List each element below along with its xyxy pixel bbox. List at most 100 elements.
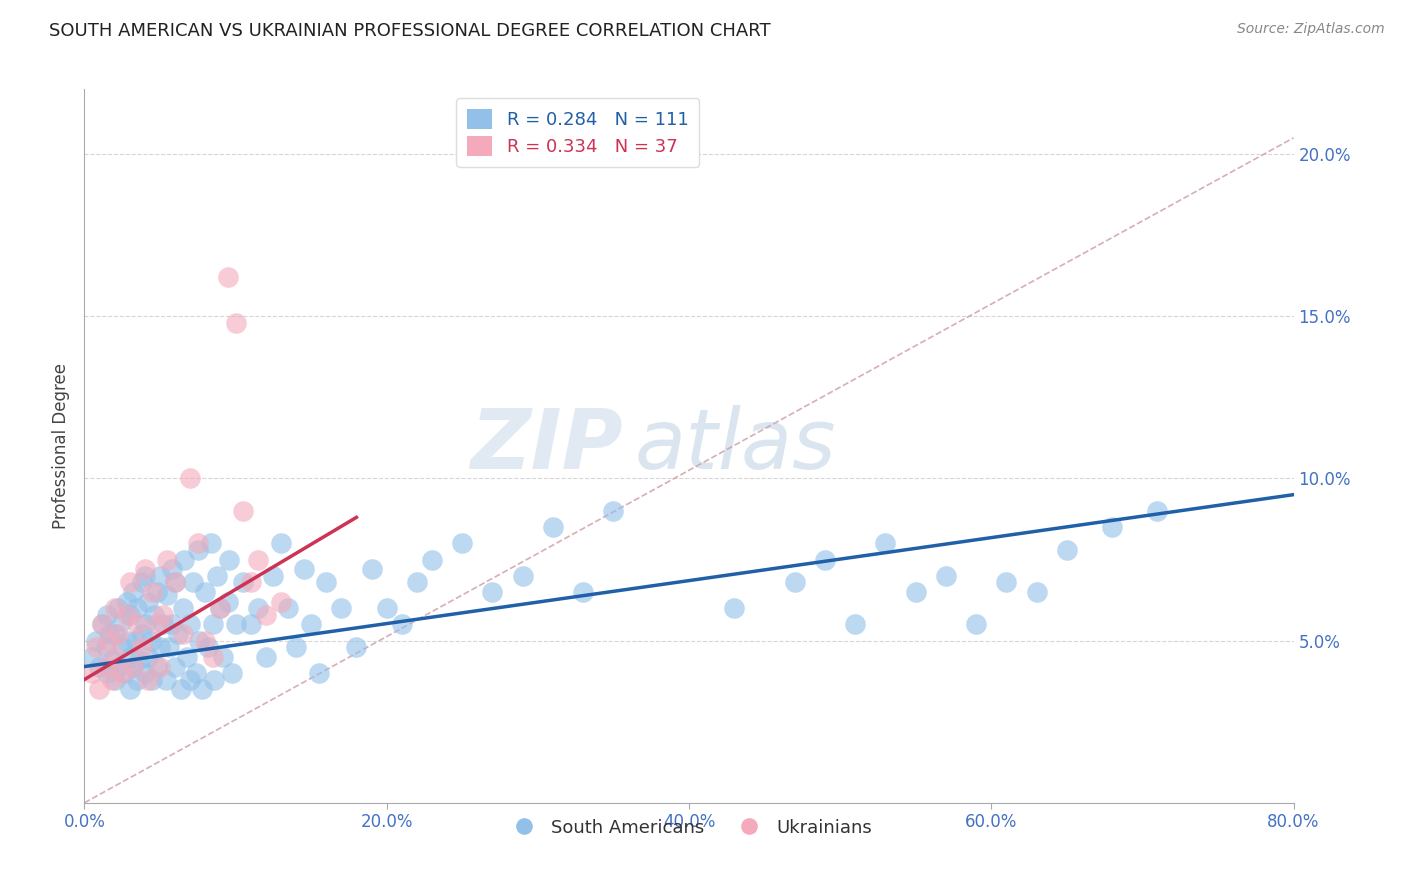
Point bbox=[91, 617, 114, 632]
Point bbox=[96, 607, 118, 622]
Point bbox=[136, 595, 159, 609]
Point bbox=[209, 601, 232, 615]
Point bbox=[218, 552, 240, 566]
Point bbox=[121, 659, 143, 673]
Point bbox=[160, 617, 183, 632]
Point bbox=[512, 568, 534, 582]
Point bbox=[904, 585, 927, 599]
Point bbox=[232, 504, 254, 518]
Point bbox=[156, 588, 179, 602]
Point bbox=[104, 673, 127, 687]
Point bbox=[239, 575, 262, 590]
Point bbox=[94, 640, 117, 654]
Point bbox=[201, 617, 224, 632]
Point bbox=[118, 649, 141, 664]
Point bbox=[111, 640, 134, 654]
Point bbox=[131, 575, 153, 590]
Point bbox=[875, 536, 897, 550]
Point bbox=[118, 607, 141, 622]
Text: atlas: atlas bbox=[634, 406, 837, 486]
Point bbox=[170, 682, 193, 697]
Point bbox=[104, 649, 127, 664]
Point bbox=[247, 552, 270, 566]
Point bbox=[149, 640, 172, 654]
Point bbox=[142, 607, 165, 622]
Point bbox=[179, 673, 201, 687]
Point bbox=[181, 575, 204, 590]
Point bbox=[481, 585, 503, 599]
Point bbox=[965, 617, 987, 632]
Point bbox=[360, 562, 382, 576]
Point bbox=[111, 614, 134, 628]
Point bbox=[201, 649, 224, 664]
Point bbox=[1056, 542, 1078, 557]
Point bbox=[1101, 520, 1123, 534]
Point bbox=[247, 601, 270, 615]
Point bbox=[141, 585, 163, 599]
Point bbox=[292, 562, 315, 576]
Point bbox=[165, 575, 187, 590]
Point bbox=[191, 682, 214, 697]
Point bbox=[160, 562, 183, 576]
Point bbox=[179, 471, 201, 485]
Point bbox=[285, 640, 308, 654]
Point bbox=[136, 649, 159, 664]
Legend: South Americans, Ukrainians: South Americans, Ukrainians bbox=[499, 812, 879, 844]
Point bbox=[100, 653, 122, 667]
Point bbox=[131, 627, 153, 641]
Point bbox=[194, 633, 217, 648]
Point bbox=[232, 575, 254, 590]
Point bbox=[299, 617, 322, 632]
Point bbox=[149, 659, 172, 673]
Point bbox=[146, 617, 169, 632]
Point bbox=[995, 575, 1018, 590]
Point bbox=[188, 633, 211, 648]
Point bbox=[187, 542, 209, 557]
Point bbox=[221, 666, 243, 681]
Point bbox=[86, 640, 108, 654]
Point bbox=[134, 562, 156, 576]
Point bbox=[172, 627, 194, 641]
Point bbox=[202, 673, 225, 687]
Point bbox=[187, 536, 209, 550]
Point bbox=[121, 659, 143, 673]
Point bbox=[118, 682, 141, 697]
Point bbox=[107, 659, 129, 673]
Point bbox=[155, 673, 177, 687]
Point bbox=[254, 607, 277, 622]
Point bbox=[176, 649, 198, 664]
Point bbox=[194, 585, 217, 599]
Point bbox=[152, 617, 174, 632]
Point bbox=[270, 595, 292, 609]
Point bbox=[89, 682, 111, 697]
Point bbox=[451, 536, 474, 550]
Point bbox=[167, 627, 190, 641]
Point bbox=[315, 575, 337, 590]
Point bbox=[165, 575, 187, 590]
Point bbox=[225, 617, 247, 632]
Point bbox=[118, 575, 141, 590]
Point bbox=[80, 666, 103, 681]
Point bbox=[111, 666, 134, 681]
Point bbox=[572, 585, 595, 599]
Point bbox=[121, 585, 143, 599]
Point bbox=[308, 666, 330, 681]
Point bbox=[146, 659, 169, 673]
Point bbox=[217, 595, 239, 609]
Point bbox=[107, 627, 129, 641]
Point bbox=[115, 633, 138, 648]
Point bbox=[100, 673, 122, 687]
Point bbox=[935, 568, 957, 582]
Point bbox=[179, 617, 201, 632]
Point bbox=[239, 617, 262, 632]
Point bbox=[131, 640, 153, 654]
Text: SOUTH AMERICAN VS UKRAINIAN PROFESSIONAL DEGREE CORRELATION CHART: SOUTH AMERICAN VS UKRAINIAN PROFESSIONAL… bbox=[49, 22, 770, 40]
Point bbox=[127, 601, 149, 615]
Point bbox=[146, 585, 169, 599]
Point bbox=[1025, 585, 1047, 599]
Point bbox=[197, 640, 219, 654]
Point bbox=[212, 649, 235, 664]
Point bbox=[107, 601, 129, 615]
Point bbox=[254, 649, 277, 664]
Point bbox=[157, 640, 180, 654]
